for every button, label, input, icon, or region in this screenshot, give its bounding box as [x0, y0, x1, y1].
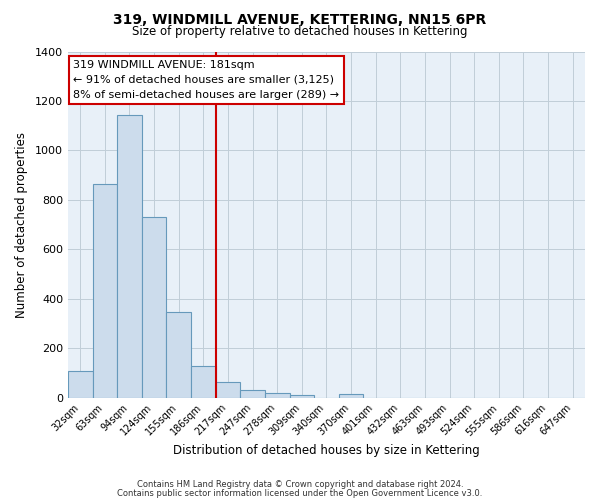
- X-axis label: Distribution of detached houses by size in Kettering: Distribution of detached houses by size …: [173, 444, 480, 458]
- Bar: [166, 312, 191, 398]
- Bar: [339, 394, 364, 398]
- Bar: [215, 382, 240, 398]
- Bar: [68, 371, 92, 398]
- Bar: [92, 184, 117, 398]
- Bar: [191, 366, 215, 398]
- Bar: [142, 217, 166, 398]
- Bar: [265, 393, 290, 398]
- Bar: [240, 390, 265, 398]
- Text: Contains HM Land Registry data © Crown copyright and database right 2024.: Contains HM Land Registry data © Crown c…: [137, 480, 463, 489]
- Text: 319 WINDMILL AVENUE: 181sqm
← 91% of detached houses are smaller (3,125)
8% of s: 319 WINDMILL AVENUE: 181sqm ← 91% of det…: [73, 60, 339, 100]
- Text: Size of property relative to detached houses in Kettering: Size of property relative to detached ho…: [132, 25, 468, 38]
- Bar: [290, 394, 314, 398]
- Bar: [117, 114, 142, 398]
- Y-axis label: Number of detached properties: Number of detached properties: [15, 132, 28, 318]
- Text: 319, WINDMILL AVENUE, KETTERING, NN15 6PR: 319, WINDMILL AVENUE, KETTERING, NN15 6P…: [113, 12, 487, 26]
- Text: Contains public sector information licensed under the Open Government Licence v3: Contains public sector information licen…: [118, 488, 482, 498]
